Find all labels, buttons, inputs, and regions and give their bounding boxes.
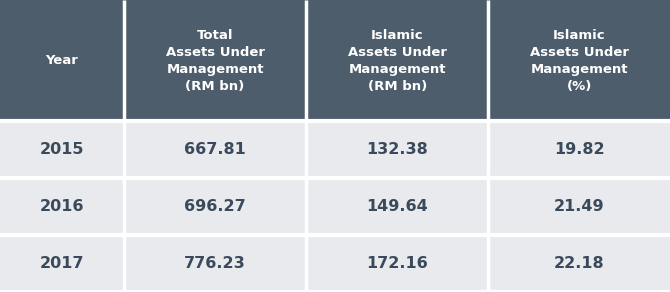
Text: 2016: 2016 xyxy=(40,199,84,214)
Bar xyxy=(0,235,124,292)
Text: 696.27: 696.27 xyxy=(184,199,246,214)
Text: Total
Assets Under
Management
(RM bn): Total Assets Under Management (RM bn) xyxy=(165,29,265,93)
Text: 2017: 2017 xyxy=(40,256,84,271)
Bar xyxy=(306,121,488,178)
Bar xyxy=(0,178,124,235)
Text: 172.16: 172.16 xyxy=(366,256,428,271)
Text: 2015: 2015 xyxy=(40,142,84,157)
Bar xyxy=(0,121,124,178)
Bar xyxy=(488,121,670,178)
Bar xyxy=(124,178,306,235)
Bar xyxy=(124,121,306,178)
Text: 21.49: 21.49 xyxy=(554,199,604,214)
Bar xyxy=(306,0,488,121)
Text: 776.23: 776.23 xyxy=(184,256,246,271)
Bar xyxy=(306,178,488,235)
Text: 149.64: 149.64 xyxy=(366,199,428,214)
Bar xyxy=(306,235,488,292)
Bar xyxy=(0,0,124,121)
Text: 22.18: 22.18 xyxy=(554,256,604,271)
Bar xyxy=(124,235,306,292)
Text: Islamic
Assets Under
Management
(RM bn): Islamic Assets Under Management (RM bn) xyxy=(348,29,447,93)
Bar xyxy=(124,0,306,121)
Text: 19.82: 19.82 xyxy=(554,142,604,157)
Text: 667.81: 667.81 xyxy=(184,142,246,157)
Text: 132.38: 132.38 xyxy=(366,142,428,157)
Text: Year: Year xyxy=(46,54,78,67)
Bar xyxy=(488,0,670,121)
Bar xyxy=(488,178,670,235)
Bar xyxy=(488,235,670,292)
Text: Islamic
Assets Under
Management
(%): Islamic Assets Under Management (%) xyxy=(530,29,628,93)
